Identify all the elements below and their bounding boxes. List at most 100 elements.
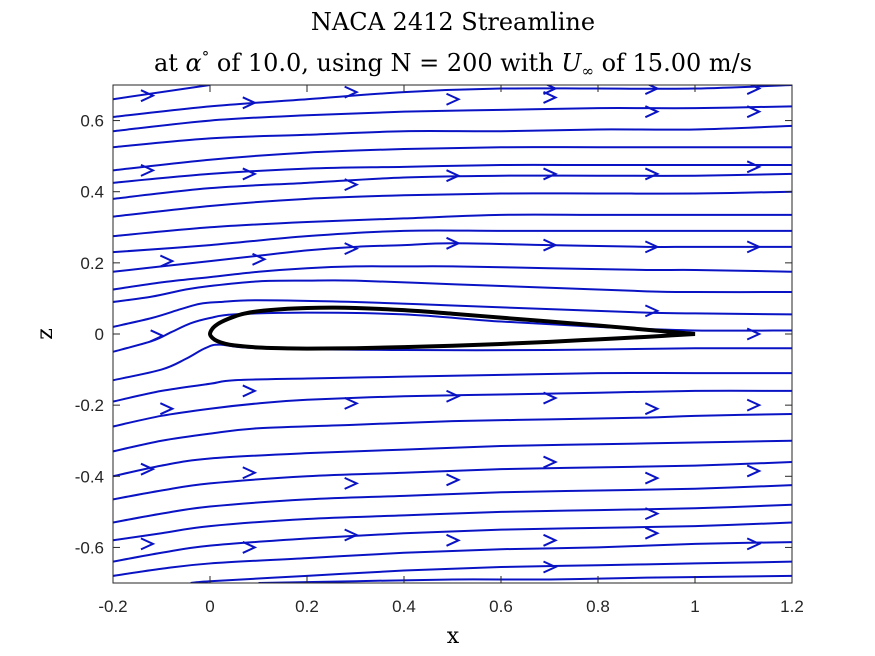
streamline-17	[113, 389, 792, 428]
plot-area	[113, 85, 792, 583]
x-tick-label-1: 0	[205, 597, 214, 616]
y-axis-ticks: -0.6 -0.4 -0.2 0 0.2 0.4 0.6	[75, 112, 792, 557]
streamline-arrow-27	[242, 384, 258, 398]
streamline-10	[113, 242, 792, 273]
streamline-arrow-15	[644, 167, 660, 181]
y-tick-label-1: -0.4	[75, 467, 104, 486]
title-u: U	[561, 49, 582, 77]
title-degree: °	[202, 48, 210, 66]
streamline-8	[113, 213, 792, 238]
x-tick-label-3: 0.4	[392, 597, 416, 616]
streamline-arrow-10	[140, 163, 156, 177]
streamline-arrow-6	[446, 92, 461, 106]
streamline-arrow-28	[344, 396, 360, 410]
x-tick-label-2: 0.2	[295, 597, 319, 616]
chart-title-line1: NACA 2412 Streamline	[311, 8, 595, 36]
streamline-24	[113, 541, 792, 577]
x-tick-label-0: -0.2	[98, 597, 127, 616]
streamline-0	[113, 85, 211, 101]
streamline-arrow-42	[242, 541, 258, 554]
streamline-6	[113, 172, 792, 200]
streamline-arrow-1	[242, 96, 258, 110]
streamline-arrow-26	[150, 329, 166, 343]
streamline-arrow-36	[344, 476, 360, 490]
title-alpha: α	[186, 49, 202, 77]
streamline-arrow-11	[242, 167, 258, 181]
streamline-arrow-20	[644, 240, 660, 254]
streamline-26	[258, 574, 792, 583]
streamline-arrow-18	[446, 236, 461, 250]
chart-title-line2: at α° of 10.0, using N = 200 with U∞ of …	[154, 48, 752, 80]
streamline-arrow-16	[746, 160, 762, 174]
x-tick-label-5: 0.8	[586, 597, 610, 616]
y-tick-label-6: 0.6	[80, 112, 104, 131]
x-axis-ticks: -0.2 0 0.2 0.4 0.6 0.8 1 1.2	[98, 85, 804, 616]
streamline-arrow-35	[242, 466, 258, 480]
x-tick-label-7: 1.2	[780, 597, 804, 616]
streamline-arrow-12	[344, 178, 360, 192]
streamline-3	[113, 124, 792, 149]
streamline-arrow-9	[746, 105, 762, 119]
streamline-12	[113, 279, 792, 303]
streamline-16	[113, 371, 792, 403]
y-tick-label-0: -0.6	[75, 538, 104, 557]
streamline-arrow-7	[543, 91, 558, 104]
streamline-arrows	[140, 85, 762, 574]
x-tick-label-6: 1	[690, 597, 699, 616]
streamline-arrow-37	[446, 473, 461, 487]
streamline-19	[113, 439, 792, 478]
airfoil-outline	[207, 305, 696, 351]
title-suffix: of 15.00 m/s	[594, 49, 752, 77]
streamline-arrow-4	[644, 85, 660, 95]
streamline-18	[113, 413, 792, 453]
streamline-arrow-39	[644, 471, 660, 485]
streamline-arrow-49	[543, 560, 558, 574]
streamline-arrow-47	[746, 537, 762, 551]
title-prefix: at	[154, 49, 186, 77]
y-tick-label-2: -0.2	[75, 396, 104, 415]
streamline-4	[113, 146, 792, 172]
streamline-arrow-46	[644, 526, 660, 540]
streamline-arrow-2	[344, 85, 360, 99]
streamline-2	[113, 105, 792, 133]
streamline-arrow-30	[543, 391, 558, 405]
streamline-arrow-33	[159, 402, 175, 416]
streamline-arrow-8	[644, 105, 660, 119]
streamline-arrow-40	[746, 464, 762, 478]
streamline-11	[113, 265, 792, 291]
x-tick-label-4: 0.6	[489, 597, 513, 616]
streamline-25	[190, 560, 792, 583]
streamline-7	[113, 190, 792, 218]
title-infinity: ∞	[581, 62, 594, 80]
streamline-arrow-48	[644, 507, 660, 521]
streamline-21	[113, 484, 792, 524]
y-tick-label-5: 0.4	[80, 183, 104, 202]
x-axis-label: x	[447, 624, 460, 649]
streamline-arrow-29	[446, 389, 461, 403]
streamline-9	[113, 229, 792, 254]
y-axis-label: z	[33, 328, 58, 340]
streamline-arrow-38	[543, 455, 558, 469]
streamline-arrow-43	[344, 528, 360, 542]
streamline-1	[113, 85, 792, 119]
streamline-arrow-17	[344, 242, 360, 256]
streamline-arrow-41	[140, 537, 156, 551]
streamline-arrow-45	[543, 533, 558, 547]
streamline-5	[113, 163, 792, 184]
streamline-arrow-22	[159, 254, 175, 268]
streamline-arrow-44	[446, 533, 461, 547]
streamline-arrow-5	[746, 85, 762, 95]
streamline-arrow-3	[543, 85, 558, 95]
streamline-arrow-23	[252, 252, 267, 266]
y-tick-label-3: 0	[95, 325, 104, 344]
streamline-arrow-24	[644, 304, 660, 318]
title-middle: of 10.0, using N = 200 with	[209, 49, 561, 77]
streamline-20	[113, 461, 792, 501]
streamline-arrow-19	[543, 238, 558, 252]
streamline-arrow-21	[746, 240, 762, 254]
streamline-arrow-14	[543, 167, 558, 181]
streamline-arrow-25	[746, 327, 762, 341]
streamline-arrow-13	[446, 169, 461, 183]
streamline-22	[113, 503, 792, 542]
